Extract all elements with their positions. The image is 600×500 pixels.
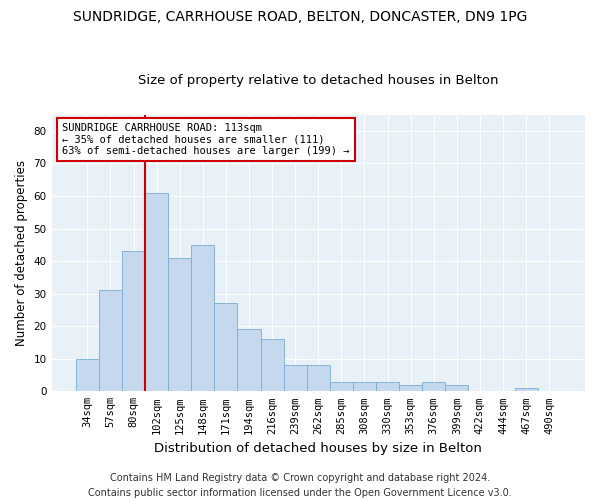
Bar <box>76 358 99 392</box>
Bar <box>191 245 214 392</box>
X-axis label: Distribution of detached houses by size in Belton: Distribution of detached houses by size … <box>154 442 482 455</box>
Bar <box>353 382 376 392</box>
Y-axis label: Number of detached properties: Number of detached properties <box>15 160 28 346</box>
Bar <box>122 252 145 392</box>
Text: SUNDRIDGE CARRHOUSE ROAD: 113sqm
← 35% of detached houses are smaller (111)
63% : SUNDRIDGE CARRHOUSE ROAD: 113sqm ← 35% o… <box>62 123 350 156</box>
Bar <box>376 382 399 392</box>
Bar <box>399 385 422 392</box>
Bar <box>445 385 469 392</box>
Bar <box>330 382 353 392</box>
Bar <box>422 382 445 392</box>
Bar <box>238 330 260 392</box>
Bar <box>168 258 191 392</box>
Bar <box>99 290 122 392</box>
Bar <box>145 192 168 392</box>
Title: Size of property relative to detached houses in Belton: Size of property relative to detached ho… <box>138 74 499 87</box>
Bar <box>515 388 538 392</box>
Bar <box>284 366 307 392</box>
Bar <box>260 339 284 392</box>
Bar <box>214 304 238 392</box>
Text: Contains HM Land Registry data © Crown copyright and database right 2024.
Contai: Contains HM Land Registry data © Crown c… <box>88 472 512 498</box>
Text: SUNDRIDGE, CARRHOUSE ROAD, BELTON, DONCASTER, DN9 1PG: SUNDRIDGE, CARRHOUSE ROAD, BELTON, DONCA… <box>73 10 527 24</box>
Bar <box>307 366 330 392</box>
